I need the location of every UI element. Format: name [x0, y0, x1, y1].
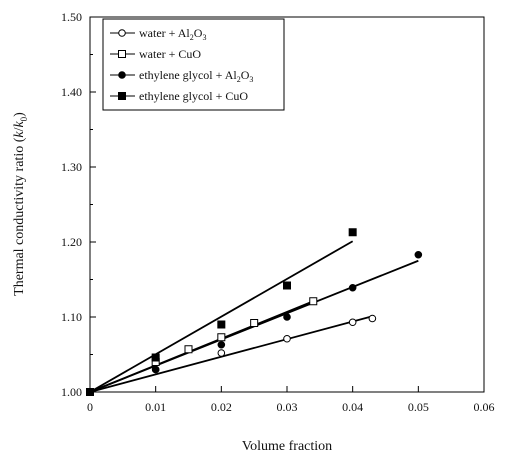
- point-series-4: [151, 353, 160, 362]
- legend-label: water + CuO: [139, 47, 201, 61]
- x-axis-title: Volume fraction: [242, 439, 332, 454]
- fit-line-series-1: [89, 315, 373, 393]
- y-tick-label: 1.00: [61, 385, 82, 399]
- y-tick-label: 1.40: [61, 85, 82, 99]
- point-series-4: [348, 228, 357, 237]
- y-tick-label: 1.20: [61, 235, 82, 249]
- point-series-1: [283, 334, 291, 343]
- point-series-4: [217, 320, 226, 329]
- x-tick-label: 0.06: [474, 400, 495, 414]
- legend-marker: [118, 50, 126, 58]
- x-tick-label: 0: [87, 400, 93, 414]
- fit-line-series-4: [89, 240, 354, 393]
- point-series-2: [309, 297, 318, 306]
- legend-marker: [118, 71, 126, 79]
- legend-marker: [118, 92, 126, 100]
- point-series-3: [151, 365, 160, 374]
- y-tick-label: 1.10: [61, 310, 82, 324]
- point-series-1: [348, 318, 357, 327]
- point-series-4: [283, 281, 291, 290]
- legend: water + Al2O3 water + CuO ethylene glycol …: [102, 18, 285, 111]
- legend-label: water + Al2O3: [139, 26, 206, 42]
- x-tick-label: 0.02: [211, 400, 232, 414]
- point-series-2: [217, 333, 226, 342]
- point-series-3: [414, 250, 423, 259]
- legend-marker: [118, 29, 126, 37]
- legend-label: ethylene glycol + CuO: [139, 89, 248, 103]
- y-axis-title: Thermal conductivity ratio (k/k0): [12, 112, 29, 296]
- x-tick-label: 0.01: [145, 400, 166, 414]
- x-tick-label: 0.04: [342, 400, 363, 414]
- y-tick-label: 1.50: [61, 10, 82, 24]
- y-axis: 1.00 1.10 1.20 1.30 1.40 1.50: [61, 10, 96, 399]
- point-series-3: [348, 283, 357, 292]
- point-series-1: [368, 314, 377, 323]
- point-series-3: [283, 313, 291, 321]
- legend-label: ethylene glycol + Al2O3: [139, 68, 253, 84]
- y-tick-label: 1.30: [61, 160, 82, 174]
- x-tick-label: 0.03: [277, 400, 298, 414]
- legend-box: [102, 18, 285, 111]
- x-tick-label: 0.05: [408, 400, 429, 414]
- point-series-1: [217, 349, 226, 357]
- point-series-3: [217, 340, 226, 349]
- x-axis: 0 0.01 0.02 0.03 0.04 0.05 0.06: [87, 386, 495, 414]
- point-series-2: [250, 319, 259, 327]
- point-series-2: [184, 345, 193, 354]
- point-series-4: [86, 388, 94, 396]
- data-points: [86, 228, 423, 396]
